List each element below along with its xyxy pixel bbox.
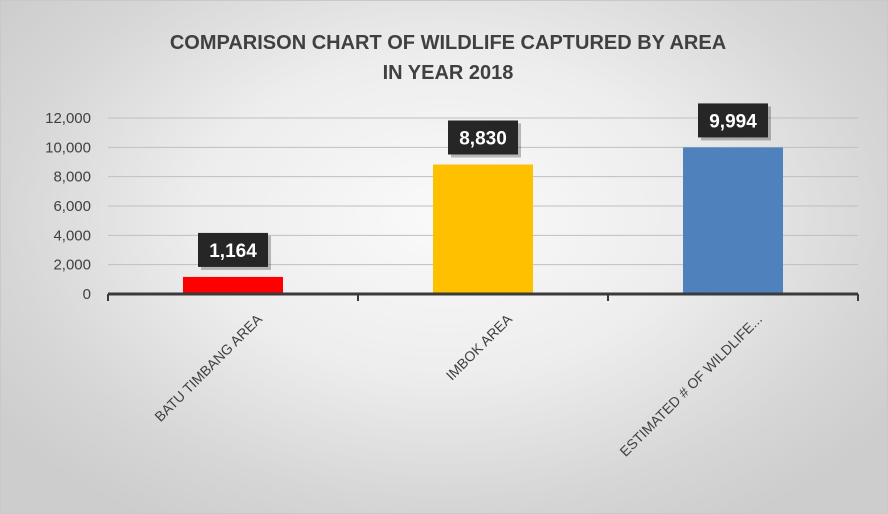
bar	[433, 164, 533, 294]
bar	[683, 147, 783, 294]
data-label-box	[698, 103, 768, 138]
data-labels: 1,164 8,830 9,994	[198, 103, 771, 270]
y-tick-label: 6,000	[53, 198, 91, 215]
x-axis-ticks	[107, 294, 859, 301]
category-labels: BATU TIMBANG AREA IMBOK AREA ESTIMATED # O…	[151, 310, 765, 459]
category-label: IMBOK AREA	[443, 310, 516, 383]
y-tick-label: 10,000	[45, 139, 91, 156]
bars	[183, 147, 783, 294]
y-tick-label: 12,000	[45, 110, 91, 127]
chart-title: COMPARISON CHART OF WILDLIFE CAPTURED BY…	[170, 32, 726, 54]
category-label: ESTIMATED # OF WILDLIFE...	[616, 311, 765, 460]
data-label-box	[448, 120, 518, 155]
data-label: 9,994	[709, 111, 757, 132]
data-label-box	[198, 232, 268, 267]
bar	[183, 276, 283, 294]
data-label: 1,164	[209, 241, 257, 262]
category-label: BATU TIMBANG AREA	[151, 310, 265, 424]
y-tick-label: 4,000	[53, 227, 91, 244]
y-tick-label: 2,000	[53, 257, 91, 274]
chart-subtitle: IN YEAR 2018	[383, 62, 514, 84]
y-tick-label: 8,000	[53, 169, 91, 186]
data-label: 8,830	[459, 128, 507, 149]
y-tick-label: 0	[83, 286, 91, 303]
y-axis-tick-labels: 0 2,000 4,000 6,000 8,000 10,000 12,000	[45, 110, 91, 303]
